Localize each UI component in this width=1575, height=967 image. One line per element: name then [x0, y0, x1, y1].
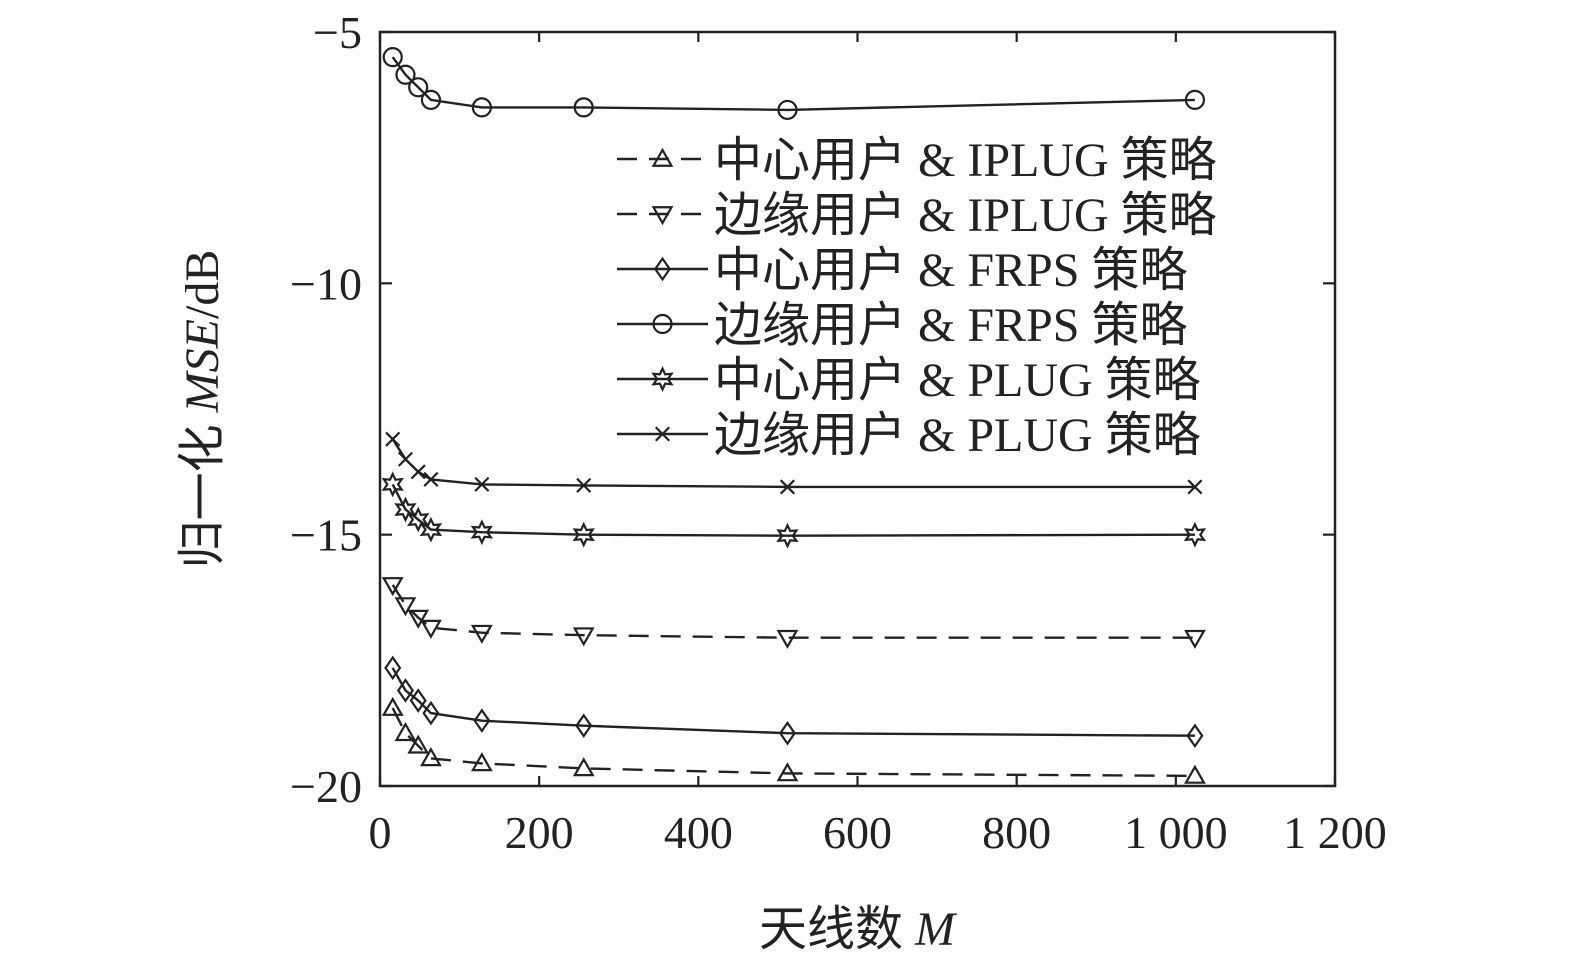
- x-tick-label: 1 200: [1283, 807, 1387, 858]
- series-point: [420, 619, 442, 639]
- legend-marker: [654, 426, 671, 442]
- series-5: [381, 471, 1207, 549]
- x-tick-label: 400: [664, 807, 733, 858]
- series-point: [410, 464, 426, 480]
- x-tick-label: 800: [982, 807, 1051, 858]
- legend-entry: 中心用户 & FRPS 策略: [617, 244, 1187, 297]
- legend-marker: [651, 366, 674, 392]
- x-axis-label-text: 天线数: [759, 903, 903, 956]
- y-axis-label-unit: /dB: [176, 250, 229, 319]
- series-point: [1186, 723, 1204, 749]
- series-point: [1184, 89, 1206, 110]
- series-point: [470, 519, 494, 546]
- series-1: [381, 696, 1206, 784]
- series-point: [381, 577, 404, 597]
- legend-label: 边缘用户 & IPLUG 策略: [714, 189, 1217, 242]
- series-3: [384, 655, 1204, 749]
- series-point: [777, 99, 798, 121]
- x-tick-label: 0: [369, 807, 392, 858]
- y-tick-label: −5: [313, 7, 362, 58]
- series-point: [420, 747, 442, 767]
- series-point: [1183, 521, 1207, 548]
- series-4: [382, 47, 1206, 121]
- series-point: [575, 713, 593, 738]
- series-point: [470, 624, 493, 644]
- legend-label: 边缘用户 & FRPS 策略: [714, 299, 1187, 352]
- legend-marker: [653, 256, 672, 282]
- legend-label: 中心用户 & FRPS 策略: [714, 244, 1187, 297]
- series-point: [776, 522, 799, 549]
- series-point: [473, 708, 491, 733]
- legend-marker: [651, 206, 674, 226]
- legend-entry: 边缘用户 & IPLUG 策略: [617, 189, 1217, 242]
- legend-entry: 边缘用户 & PLUG 策略: [617, 409, 1201, 462]
- series-point: [385, 431, 401, 447]
- y-axis-label-var: MSE: [176, 319, 229, 413]
- series-point: [408, 77, 429, 98]
- series-point: [576, 477, 592, 493]
- x-axis-label-var: M: [914, 903, 958, 956]
- series-point: [470, 752, 493, 772]
- y-axis-label: 归一化 MSE/dB: [176, 250, 229, 569]
- x-tick-label: 1 000: [1124, 807, 1228, 858]
- series-point: [779, 479, 795, 495]
- legend-entry: 边缘用户 & FRPS 策略: [617, 299, 1187, 352]
- y-tick-label: −20: [290, 761, 362, 812]
- x-tick-label: 200: [505, 807, 574, 858]
- series-point: [572, 627, 595, 647]
- legend-entry: 中心用户 & IPLUG 策略: [617, 134, 1217, 187]
- series-point: [406, 506, 430, 533]
- series-line: [391, 584, 1195, 639]
- series-point: [384, 655, 402, 681]
- series-line: [391, 483, 1195, 537]
- series-point: [474, 476, 490, 492]
- series-point: [1187, 479, 1203, 495]
- series-point: [423, 471, 439, 487]
- series-point: [381, 696, 404, 716]
- series-point: [778, 720, 797, 746]
- series-line: [391, 667, 1195, 737]
- series-point: [407, 734, 430, 754]
- legend-label: 边缘用户 & PLUG 策略: [714, 409, 1201, 462]
- series-point: [394, 722, 417, 742]
- series-line: [391, 707, 1195, 778]
- x-tick-label: 600: [823, 807, 892, 858]
- series-point: [409, 688, 427, 713]
- legend-marker: [652, 313, 673, 335]
- series-point: [394, 597, 417, 617]
- y-tick-label: −15: [290, 510, 362, 561]
- series-layer: [381, 47, 1207, 784]
- series-point: [572, 757, 595, 777]
- series-point: [407, 609, 430, 629]
- series-2: [381, 577, 1206, 649]
- series-point: [776, 629, 799, 649]
- x-axis-label: 天线数 M: [759, 903, 958, 956]
- legend-label: 中心用户 & IPLUG 策略: [714, 134, 1217, 187]
- series-point: [573, 97, 594, 118]
- ticks-layer: 0 200 400 600 800 1 000 1 200 −5 −10 −15 −20: [290, 7, 1387, 858]
- series-point: [1184, 764, 1206, 784]
- series-6: [385, 431, 1203, 495]
- series-point: [419, 516, 443, 543]
- legend-marker: [651, 147, 674, 167]
- series-point: [396, 678, 415, 703]
- legend-label: 中心用户 & PLUG 策略: [714, 354, 1201, 407]
- series-point: [471, 97, 492, 118]
- series-point: [1184, 629, 1206, 649]
- series-point: [420, 89, 442, 110]
- series-point: [395, 64, 416, 85]
- series-point: [394, 496, 417, 523]
- series-point: [397, 451, 413, 467]
- series-point: [572, 521, 595, 548]
- series-point: [381, 471, 404, 498]
- series-point: [422, 700, 440, 726]
- series-line: [391, 56, 1195, 112]
- y-tick-label: −10: [290, 258, 362, 309]
- y-axis-label-prefix: 归一化: [176, 424, 229, 568]
- series-point: [776, 762, 799, 782]
- legend-entry: 中心用户 & PLUG 策略: [617, 354, 1201, 407]
- series-point: [382, 47, 403, 68]
